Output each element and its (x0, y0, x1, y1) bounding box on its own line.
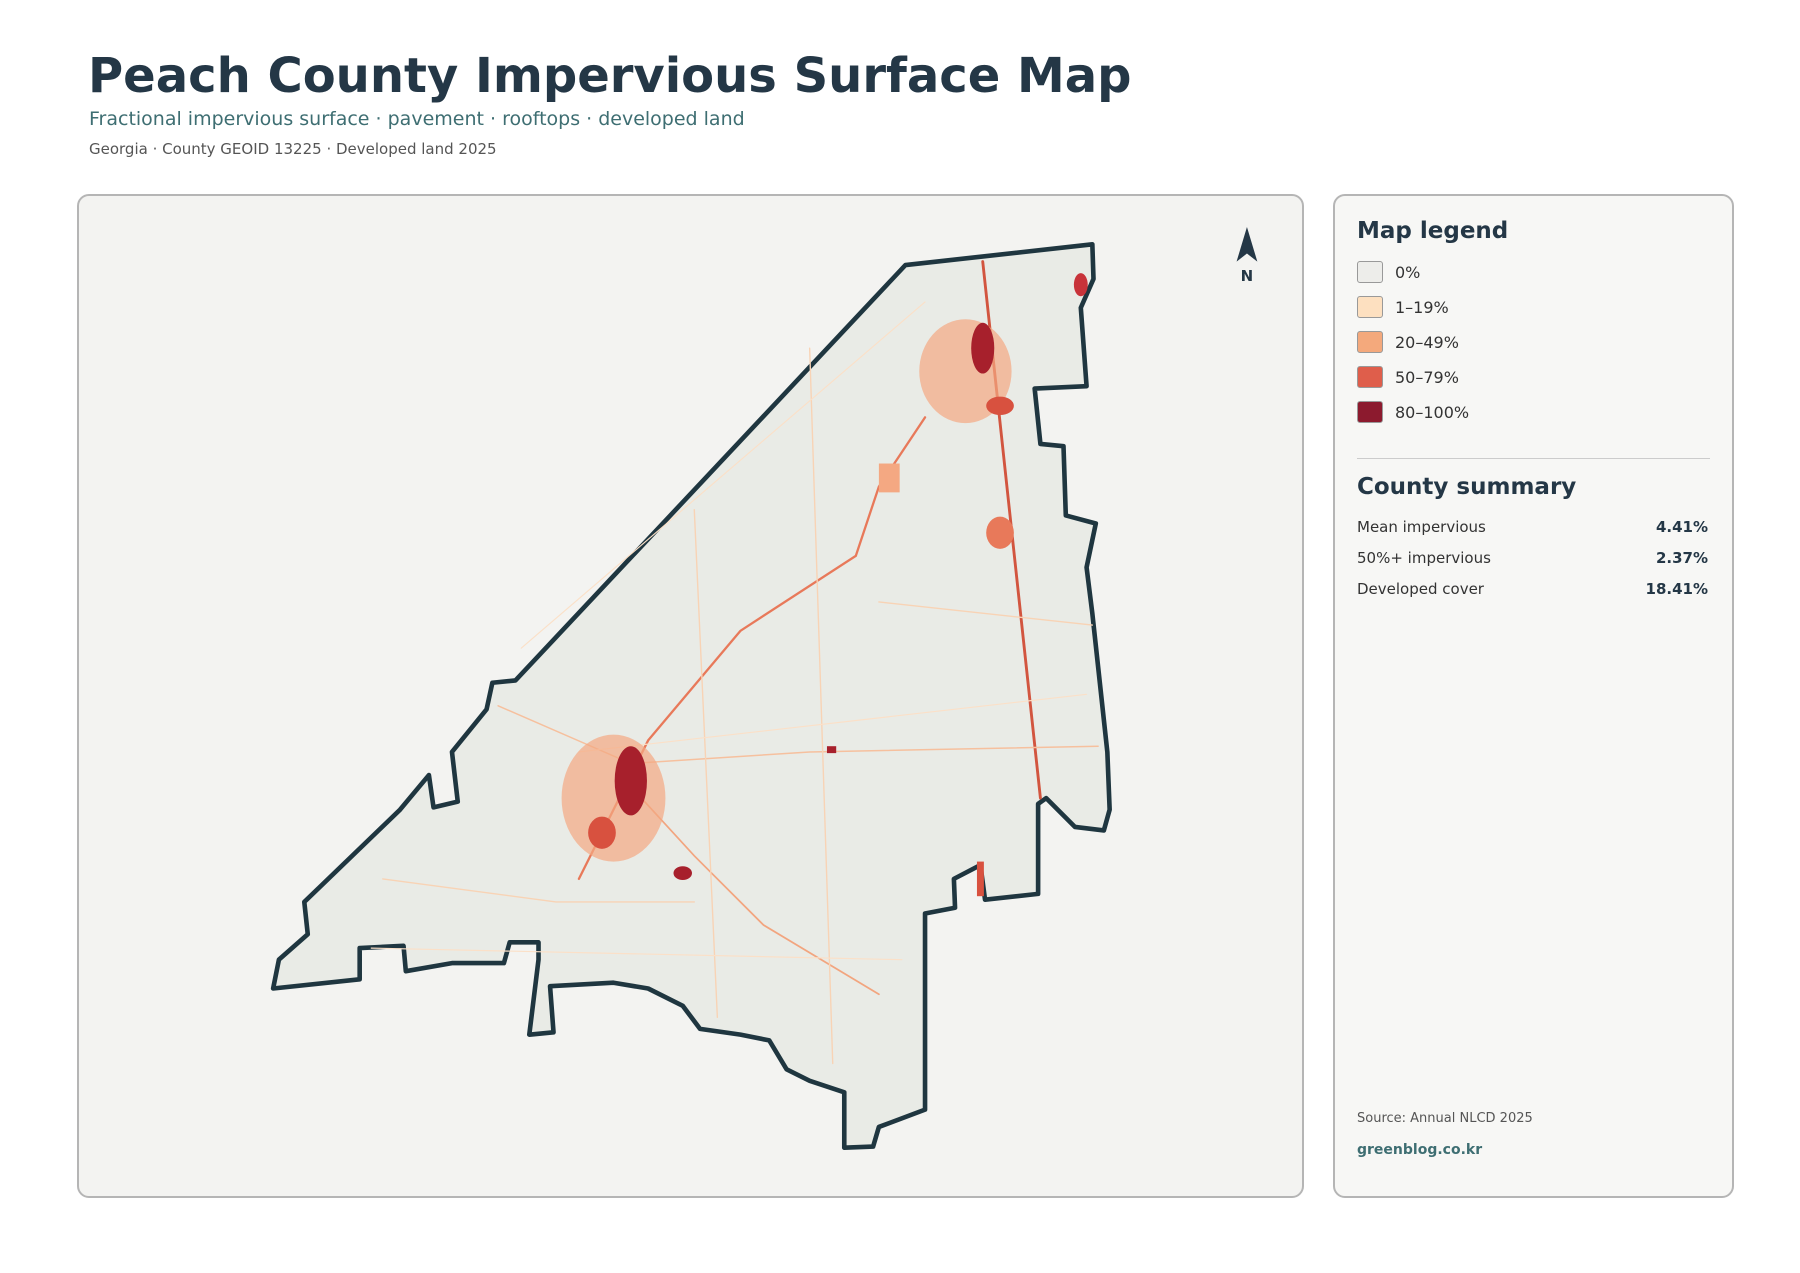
urban (588, 816, 616, 849)
summary-label: Developed cover (1357, 580, 1484, 598)
urban (986, 516, 1014, 549)
legend-item: 0% (1357, 260, 1420, 284)
summary-value: 2.37% (1655, 549, 1708, 567)
divider (1357, 458, 1710, 459)
summary-value: 18.41% (1645, 580, 1708, 598)
side-panel: Map legend 0% 1–19% 20–49% 50–79% 80–100% Co… (1333, 194, 1734, 1198)
source: Source: Annual NLCD 2025 (1357, 1111, 1533, 1126)
north-arrow-icon (1236, 226, 1258, 262)
road (382, 347, 1094, 1065)
legend-swatch (1357, 261, 1383, 283)
urban (976, 861, 984, 897)
title: Peach County Impervious Surface Map (88, 48, 1132, 104)
legend-label: 80–100% (1395, 402, 1470, 422)
summary-label: 50%+ impervious (1357, 549, 1491, 567)
road (629, 785, 880, 996)
legend-label: 1–19% (1395, 297, 1449, 317)
meta: Georgia · County GEOID 13225 · Developed… (89, 140, 497, 158)
north-label: N (1241, 267, 1254, 285)
subtitle: Fractional impervious surface · pavement… (89, 108, 745, 130)
urban-areas (561, 273, 1088, 897)
legend-label: 0% (1395, 262, 1421, 282)
road (497, 705, 1099, 765)
urban (1073, 273, 1088, 297)
summary-row: 50%+ impervious 2.37% (1357, 549, 1708, 567)
urban (561, 734, 666, 862)
legend-swatch (1357, 366, 1383, 388)
urban-core (971, 322, 995, 374)
map-layer: N (270, 226, 1258, 1151)
legend-title: Map legend (1357, 218, 1509, 244)
legend-item: 80–100% (1357, 400, 1469, 424)
summary-title: County summary (1357, 474, 1577, 500)
urban (878, 463, 900, 493)
summary-row: Developed cover 18.41% (1357, 580, 1708, 598)
urban-core (614, 746, 647, 816)
legend-item: 20–49% (1357, 330, 1459, 354)
north-arrow: N (1236, 226, 1258, 285)
urban (826, 746, 837, 754)
summary-label: Mean impervious (1357, 518, 1486, 536)
legend-item: 1–19% (1357, 295, 1449, 319)
urban (986, 396, 1014, 416)
urban (673, 866, 692, 881)
road (370, 301, 1088, 961)
legend-item: 50–79% (1357, 365, 1459, 389)
legend-swatch (1357, 296, 1383, 318)
map: N (270, 226, 1258, 1151)
legend-swatch (1357, 331, 1383, 353)
map-panel: N (77, 194, 1304, 1198)
summary-row: Mean impervious 4.41% (1357, 518, 1708, 536)
county-boundary (270, 241, 1112, 1151)
site: greenblog.co.kr (1357, 1142, 1483, 1158)
legend-swatch (1357, 401, 1383, 423)
summary-value: 4.41% (1655, 518, 1708, 536)
legend-label: 50–79% (1395, 367, 1459, 387)
legend-label: 20–49% (1395, 332, 1459, 352)
